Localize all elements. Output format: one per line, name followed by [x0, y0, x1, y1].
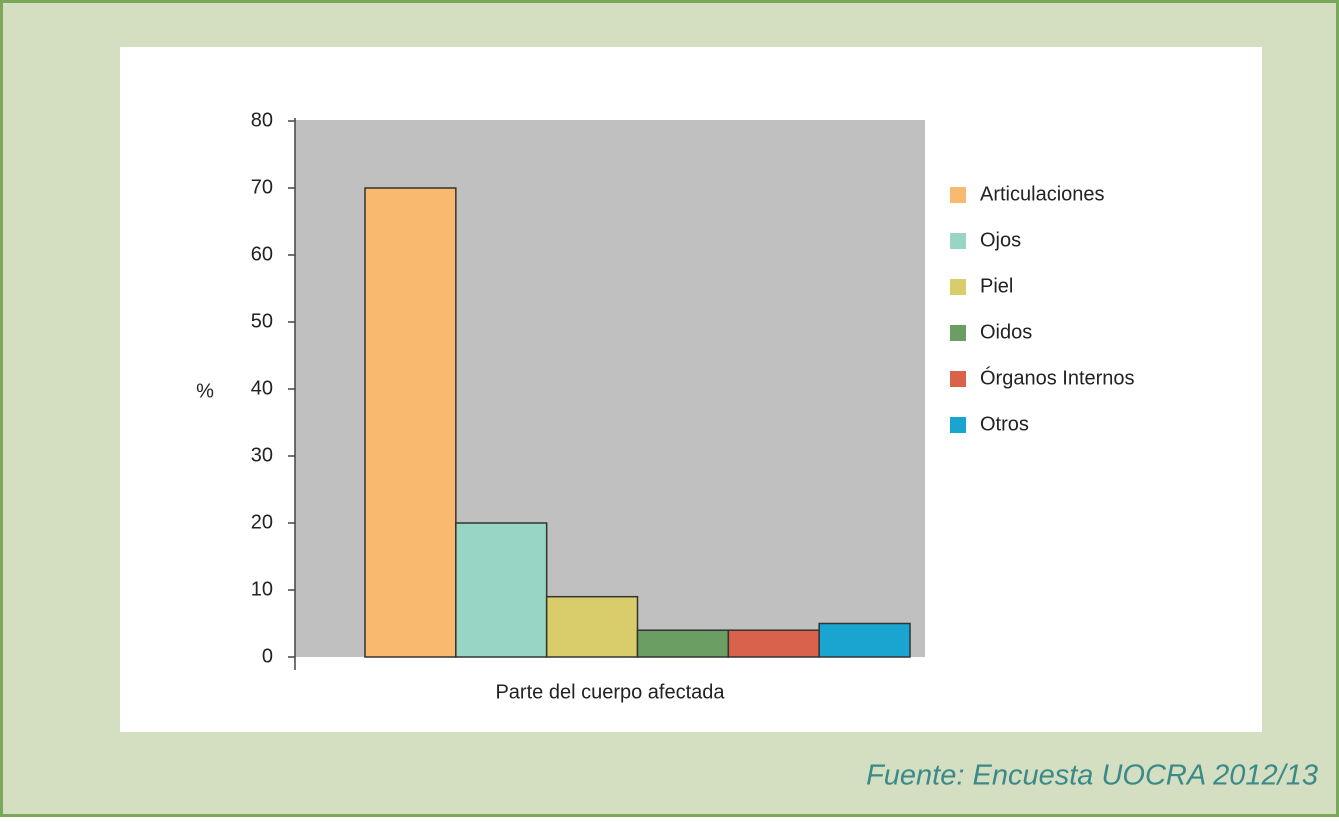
y-tick-label: 20 — [251, 511, 273, 533]
y-tick-label: 70 — [251, 176, 273, 198]
y-tick-label: 50 — [251, 310, 273, 332]
x-axis-label: Parte del cuerpo afectada — [495, 681, 725, 703]
y-tick-label: 40 — [251, 377, 273, 399]
legend-label: Ojos — [980, 229, 1021, 251]
bar — [545, 595, 639, 658]
legend-swatch — [950, 371, 966, 387]
y-tick-label: 80 — [251, 109, 273, 131]
bar — [636, 629, 730, 658]
legend-swatch — [950, 417, 966, 433]
legend-label: Órganos Internos — [980, 366, 1135, 389]
bar — [818, 622, 911, 658]
legend-label: Otros — [980, 413, 1029, 435]
bar — [727, 629, 820, 658]
legend-swatch — [950, 233, 966, 249]
y-tick-label: 10 — [251, 578, 273, 600]
y-tick-label: 60 — [251, 243, 273, 265]
y-tick-label: 0 — [262, 645, 273, 667]
source: Fuente: Encuesta UOCRA 2012/13 — [866, 760, 1318, 792]
legend-label: Articulaciones — [980, 183, 1105, 205]
legend-swatch — [950, 187, 966, 203]
y-tick-label: 30 — [251, 444, 273, 466]
legend-swatch — [950, 279, 966, 295]
bar — [455, 522, 548, 658]
y-axis-label: % — [196, 380, 214, 402]
legend-label: Oidos — [980, 321, 1032, 343]
legend-label: Piel — [980, 275, 1013, 297]
legend-swatch — [950, 325, 966, 341]
bar — [364, 187, 457, 658]
